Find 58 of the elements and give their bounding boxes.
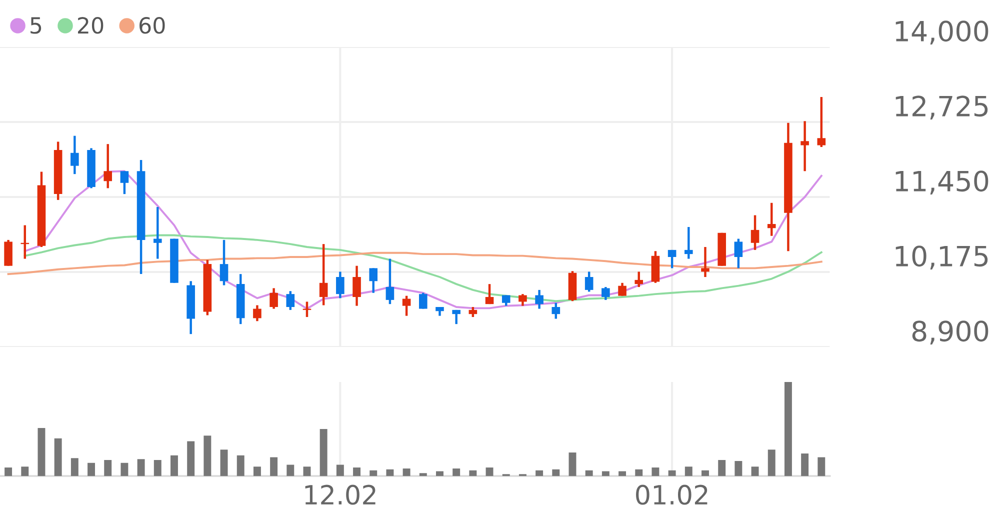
bar (104, 460, 112, 476)
bar (220, 450, 228, 476)
bar (187, 441, 195, 476)
y-tick-label: 8,900 (912, 320, 988, 344)
bar (702, 470, 709, 476)
bar (370, 470, 378, 476)
bar (286, 464, 294, 476)
bar (652, 468, 660, 476)
bar (568, 452, 576, 476)
x-tick-label: 01.02 (636, 484, 708, 505)
y-tick-label: 10,175 (896, 246, 988, 270)
legend-label: 5 (30, 17, 42, 34)
bar (618, 471, 626, 476)
bar (88, 462, 95, 476)
bar (70, 458, 78, 476)
bar (253, 466, 261, 476)
bar (170, 455, 178, 476)
bar (21, 466, 29, 476)
bar (154, 460, 162, 476)
bar (684, 466, 692, 476)
bar (120, 462, 128, 476)
x-tick-label: 12.02 (305, 484, 376, 505)
bar (137, 459, 145, 476)
bar (452, 468, 460, 476)
bar (536, 470, 544, 476)
bar (402, 468, 410, 476)
bar (38, 428, 46, 476)
bar (54, 438, 62, 476)
bar (320, 429, 328, 476)
bar (768, 450, 776, 476)
bar (734, 460, 742, 476)
bar (801, 453, 809, 476)
bar (386, 469, 394, 476)
bar (270, 457, 278, 476)
bar (303, 466, 311, 476)
bar (204, 436, 212, 476)
y-tick-label: 14,000 (896, 20, 988, 44)
bar (635, 469, 643, 476)
y-tick-label: 12,725 (896, 96, 988, 120)
bar (4, 468, 12, 476)
bar (668, 470, 676, 476)
bar (585, 470, 593, 476)
legend-label: 20 (78, 16, 104, 34)
legend-label: 60 (140, 16, 165, 34)
bar (486, 468, 494, 476)
bar (469, 470, 477, 476)
bar (718, 460, 726, 476)
bar (236, 455, 244, 476)
bar (602, 471, 610, 476)
bar (784, 382, 792, 476)
bar (751, 466, 759, 476)
bar (436, 471, 444, 476)
bar (552, 469, 560, 476)
bar (353, 468, 361, 476)
bar (818, 457, 826, 476)
y-tick-label: 11,450 (896, 170, 988, 194)
bar (336, 464, 344, 476)
bar (419, 473, 427, 476)
